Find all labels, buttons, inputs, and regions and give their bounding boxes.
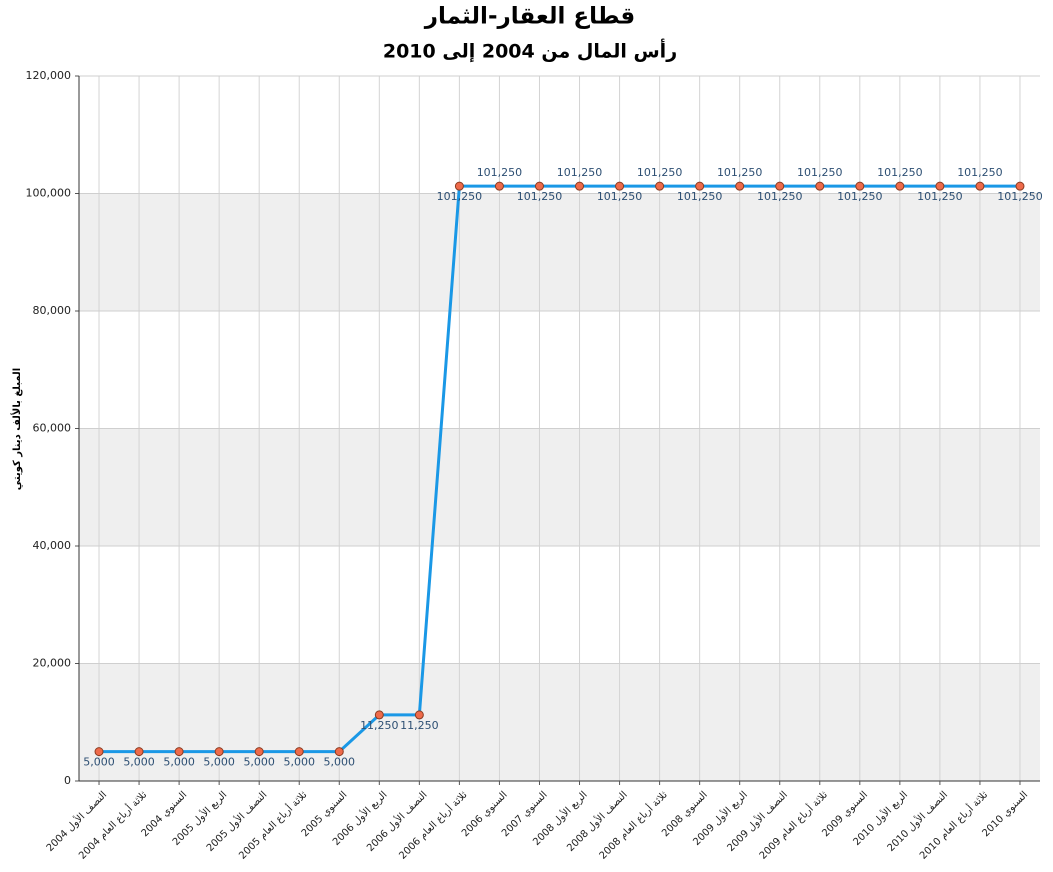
data-point [494, 181, 504, 191]
data-point [94, 747, 104, 757]
y-tick-label: 40,000 [33, 539, 72, 552]
grid-band [79, 193, 1040, 311]
y-tick-label: 100,000 [26, 187, 72, 200]
value-label: 5,000 [243, 756, 275, 769]
y-tick-label: 0 [64, 774, 71, 787]
chart-title: قطاع العقار-الثمار [424, 4, 636, 30]
data-point [695, 181, 705, 191]
data-point [815, 181, 825, 191]
value-label: 101,250 [677, 190, 723, 203]
x-tick-label: ثلاثة أرباع العام 2010 [917, 788, 991, 862]
value-label: 101,250 [917, 190, 963, 203]
y-tick-label: 60,000 [33, 422, 72, 435]
x-tick-label: ثلاثة أرباع العام 2009 [756, 788, 830, 862]
data-point [254, 747, 264, 757]
value-label: 101,250 [477, 166, 523, 179]
data-point [294, 747, 304, 757]
data-line [99, 184, 1020, 754]
data-point [334, 747, 344, 757]
x-tick-label: ثلاثة أرباع العام 2006 [396, 788, 470, 862]
value-label: 5,000 [203, 756, 235, 769]
data-point [414, 710, 424, 720]
value-label: 101,250 [837, 190, 883, 203]
data-point [174, 747, 184, 757]
data-point [655, 181, 665, 191]
data-point [454, 181, 464, 191]
value-label: 101,250 [597, 190, 643, 203]
data-point [575, 181, 585, 191]
data-point [855, 181, 865, 191]
chart-subtitle: رأس المال من 2004 إلى 2010 [383, 39, 677, 63]
value-label: 101,250 [717, 166, 763, 179]
grid-band [79, 428, 1040, 546]
value-label: 5,000 [163, 756, 195, 769]
x-tick-label: ثلاثة أرباع العام 2008 [596, 788, 670, 862]
data-point [735, 181, 745, 191]
value-label: 101,250 [557, 166, 603, 179]
y-axis-label: المبلغ بالألف دينار كويتي [10, 368, 23, 490]
y-tick-label: 120,000 [26, 69, 72, 82]
value-label: 101,250 [637, 166, 683, 179]
value-label: 5,000 [324, 756, 356, 769]
value-label: 5,000 [283, 756, 315, 769]
value-label: 5,000 [123, 756, 155, 769]
data-point [975, 181, 985, 191]
value-label: 101,250 [757, 190, 803, 203]
value-label: 5,000 [83, 756, 115, 769]
y-tick-label: 80,000 [33, 304, 72, 317]
data-point [134, 747, 144, 757]
y-tick-label: 20,000 [33, 657, 72, 670]
value-label: 101,250 [877, 166, 923, 179]
value-label: 11,250 [360, 719, 399, 732]
value-label: 101,250 [437, 190, 483, 203]
data-point [374, 710, 384, 720]
data-point [615, 181, 625, 191]
data-point [935, 181, 945, 191]
value-label: 101,250 [957, 166, 1003, 179]
x-tick-label: ثلاثة أرباع العام 2005 [236, 788, 310, 862]
value-label: 11,250 [400, 719, 439, 732]
data-point [775, 181, 785, 191]
data-point [214, 747, 224, 757]
data-point [1015, 181, 1025, 191]
data-point [534, 181, 544, 191]
value-label: 101,250 [997, 190, 1043, 203]
value-label: 101,250 [797, 166, 843, 179]
data-point [895, 181, 905, 191]
grid-band [79, 663, 1040, 781]
value-label: 101,250 [517, 190, 563, 203]
x-tick-label: ثلاثة أرباع العام 2004 [76, 788, 150, 862]
